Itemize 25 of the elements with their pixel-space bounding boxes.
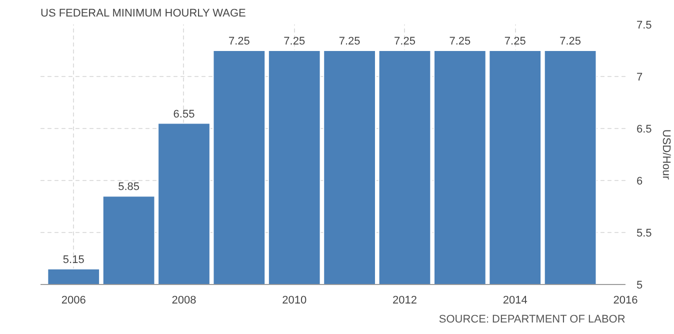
data-label: 7.25: [504, 36, 526, 48]
y2-tick-label: 5.5: [636, 228, 652, 240]
data-label: 7.25: [394, 36, 416, 48]
data-label: 7.25: [228, 36, 250, 48]
x-tick-label: 2008: [172, 294, 196, 306]
chart-title: US FEDERAL MINIMUM HOURLY WAGE: [40, 8, 246, 20]
x-tick-label: 2006: [61, 294, 86, 306]
y2-tick-label: 7.5: [636, 20, 652, 32]
data-label: 5.15: [62, 254, 84, 266]
data-label: 5.85: [118, 181, 140, 194]
source-note: SOURCE: DEPARTMENT OF LABOR: [438, 314, 626, 326]
y2-tick-label: 6.5: [636, 124, 652, 136]
x-tick-label: 2016: [613, 294, 638, 306]
y2-tick-label: 6: [636, 176, 643, 188]
data-label: 6.55: [173, 108, 195, 120]
y2-axis-title: USD/Hour: [660, 129, 672, 180]
y2-tick-label: 5: [636, 280, 643, 292]
data-label: 7.25: [338, 36, 360, 48]
x-tick-label: 2014: [502, 294, 528, 306]
data-label: 7.25: [284, 36, 306, 48]
data-label: 7.25: [449, 36, 471, 48]
y2-tick-label: 7: [636, 72, 643, 84]
data-label: 7.25: [560, 36, 582, 48]
x-tick-label: 2012: [392, 294, 417, 306]
x-tick-label: 2010: [282, 294, 307, 306]
